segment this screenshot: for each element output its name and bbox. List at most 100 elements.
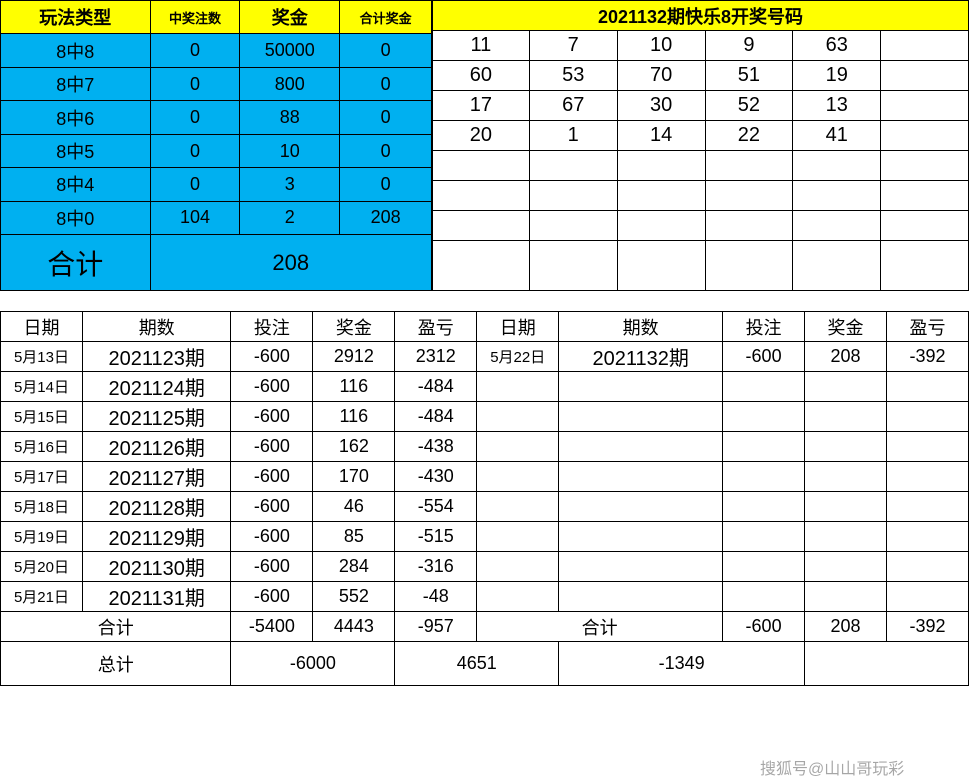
draw-cell: [433, 151, 530, 181]
history-cell: [805, 522, 887, 552]
draw-row: 1767305213: [433, 91, 969, 121]
draw-cell: 60: [433, 61, 530, 91]
prize-header-row: 玩法类型 中奖注数 奖金 合计奖金: [1, 1, 432, 34]
prize-cell: 0: [340, 34, 432, 67]
history-row: 5月15日2021125期-600116-484: [1, 402, 969, 432]
draw-cell: 63: [793, 31, 881, 61]
draw-cell: 14: [617, 121, 705, 151]
history-cell: [723, 462, 805, 492]
prize-cell: 0: [150, 67, 240, 100]
history-cell: [559, 552, 723, 582]
subtotal-label: 合计: [1, 612, 231, 642]
draw-cell: [529, 181, 617, 211]
history-cell: 2021130期: [82, 552, 231, 582]
history-cell: [477, 582, 559, 612]
history-cell: [805, 462, 887, 492]
history-cell: [886, 402, 968, 432]
prize-cell: 8中8: [1, 34, 151, 67]
history-cell: 5月14日: [1, 372, 83, 402]
draw-cell: 13: [793, 91, 881, 121]
history-cell: [886, 522, 968, 552]
prize-row: 8中50100: [1, 134, 432, 167]
history-cell: [805, 402, 887, 432]
top-section: 玩法类型 中奖注数 奖金 合计奖金 8中805000008中7080008中60…: [0, 0, 969, 291]
history-cell: 5月22日: [477, 342, 559, 372]
draw-cell: 1: [529, 121, 617, 151]
draw-cell: 17: [433, 91, 530, 121]
history-row: 5月18日2021128期-60046-554: [1, 492, 969, 522]
subtotal-cell: -5400: [231, 612, 313, 642]
history-cell: -554: [395, 492, 477, 522]
draw-row: 11710963: [433, 31, 969, 61]
history-header: 期数: [559, 312, 723, 342]
prize-cell: 50000: [240, 34, 340, 67]
history-cell: [723, 402, 805, 432]
draw-row: [433, 181, 969, 211]
history-cell: -600: [231, 372, 313, 402]
prize-sum-row: 合计 208: [1, 235, 432, 291]
history-cell: [805, 582, 887, 612]
history-cell: 2021132期: [559, 342, 723, 372]
draw-row: [433, 241, 969, 291]
history-grand-row: 总计 -6000 4651 -1349: [1, 642, 969, 686]
history-cell: [559, 462, 723, 492]
draw-cell: 53: [529, 61, 617, 91]
history-cell: -392: [886, 342, 968, 372]
history-cell: [805, 432, 887, 462]
draw-numbers-table: 2021132期快乐8开奖号码 117109636053705119176730…: [432, 0, 969, 291]
history-cell: [477, 522, 559, 552]
prize-row: 8中708000: [1, 67, 432, 100]
history-cell: [559, 522, 723, 552]
draw-cell: [705, 241, 793, 291]
draw-cell: [793, 241, 881, 291]
history-cell: 170: [313, 462, 395, 492]
draw-cell: 67: [529, 91, 617, 121]
history-cell: -600: [231, 552, 313, 582]
draw-cell: 22: [705, 121, 793, 151]
prize-cell: 2: [240, 201, 340, 235]
prize-cell: 104: [150, 201, 240, 235]
history-cell: [886, 372, 968, 402]
prize-cell: 0: [150, 134, 240, 167]
draw-cell: [617, 241, 705, 291]
history-cell: -600: [231, 402, 313, 432]
history-cell: [723, 522, 805, 552]
history-cell: -48: [395, 582, 477, 612]
watermark-text: 搜狐号@山山哥玩彩: [760, 755, 904, 779]
draw-cell: [529, 151, 617, 181]
draw-cell: [793, 181, 881, 211]
history-cell: 5月17日: [1, 462, 83, 492]
history-row: 5月17日2021127期-600170-430: [1, 462, 969, 492]
history-cell: -438: [395, 432, 477, 462]
history-cell: [886, 432, 968, 462]
history-cell: [723, 372, 805, 402]
history-cell: 5月20日: [1, 552, 83, 582]
history-cell: [477, 492, 559, 522]
history-cell: [805, 552, 887, 582]
history-cell: 5月16日: [1, 432, 83, 462]
prize-sum-value: 208: [150, 235, 431, 291]
history-header: 奖金: [805, 312, 887, 342]
history-cell: -600: [231, 342, 313, 372]
draw-cell: [881, 91, 969, 121]
history-cell: [805, 372, 887, 402]
draw-cell: 51: [705, 61, 793, 91]
prize-table: 玩法类型 中奖注数 奖金 合计奖金 8中805000008中7080008中60…: [0, 0, 432, 291]
draw-row: [433, 151, 969, 181]
history-cell: -484: [395, 372, 477, 402]
prize-cell: 208: [340, 201, 432, 235]
history-header-row: 日期期数投注奖金盈亏日期期数投注奖金盈亏: [1, 312, 969, 342]
history-cell: [886, 582, 968, 612]
history-cell: [559, 492, 723, 522]
prize-cell: 88: [240, 101, 340, 134]
history-header: 投注: [723, 312, 805, 342]
draw-cell: [617, 211, 705, 241]
history-cell: 208: [805, 342, 887, 372]
draw-title-row: 2021132期快乐8开奖号码: [433, 1, 969, 31]
spacer: [0, 291, 969, 311]
draw-cell: 9: [705, 31, 793, 61]
grand-cell: -1349: [559, 642, 805, 686]
history-header: 奖金: [313, 312, 395, 342]
history-cell: 162: [313, 432, 395, 462]
prize-cell: 8中6: [1, 101, 151, 134]
